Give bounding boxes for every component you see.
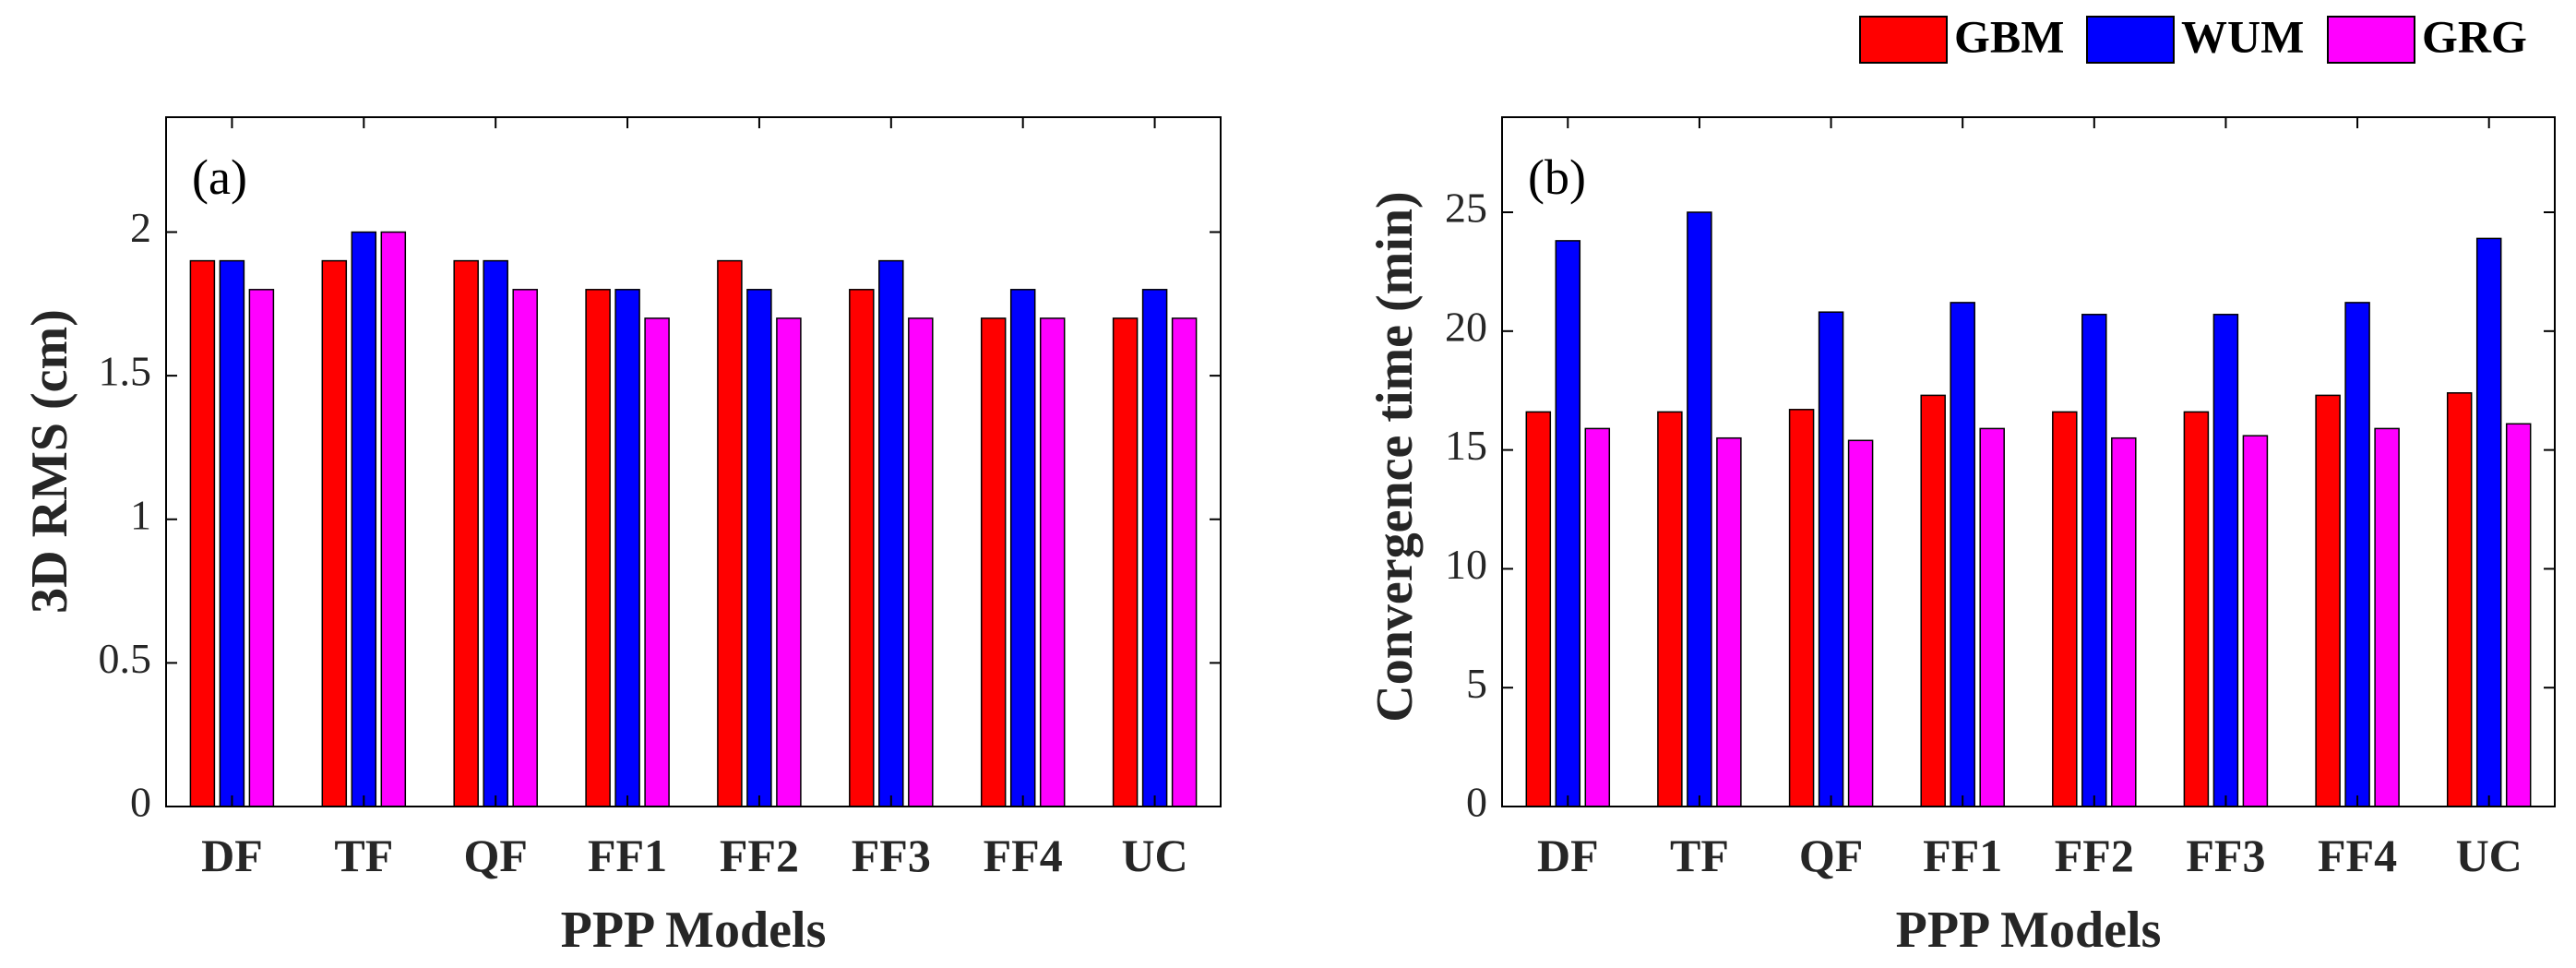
bar-gbm-uc	[2446, 392, 2473, 807]
bar-grg-df	[1584, 427, 1611, 807]
y-tick-label: 1.5	[99, 348, 152, 395]
legend-label-wum: WUM	[2181, 10, 2304, 62]
bar-grg-ff2	[776, 317, 802, 807]
bar-wum-qf	[1818, 311, 1844, 807]
legend-swatch-wum	[2086, 16, 2175, 64]
y-axis-label: Convergence time (min)	[1366, 191, 1424, 722]
legend-swatch-gbm	[1859, 16, 1948, 64]
x-tick-label: QF	[463, 830, 527, 881]
bar-gbm-qf	[1788, 409, 1815, 807]
plot-frame	[1501, 116, 2556, 807]
x-tick-label: DF	[201, 830, 263, 881]
bar-grg-ff1	[1979, 427, 2005, 807]
bar-wum-ff3	[2212, 314, 2239, 807]
bar-gbm-ff4	[980, 317, 1007, 807]
y-tick-label: 20	[1445, 303, 1487, 350]
x-tick-label: TF	[1670, 830, 1729, 881]
bar-gbm-ff1	[1920, 394, 1946, 807]
x-axis-label: PPP Models	[1896, 902, 2162, 959]
plot-frame	[165, 116, 1222, 807]
legend-swatch-grg	[2327, 16, 2415, 64]
bar-wum-df	[219, 259, 245, 807]
bar-grg-qf	[512, 289, 538, 807]
bar-gbm-ff3	[2183, 411, 2210, 807]
x-tick-label: FF4	[984, 830, 1063, 881]
bar-grg-tf	[1716, 436, 1742, 807]
chart-panel-a: 0 0.5 1 1.5 2 DF TF QF FF1 FF2 FF3 FF4 UC PPP Models 3…	[21, 116, 1222, 959]
bar-grg-ff1	[644, 317, 670, 807]
bar-grg-uc	[2505, 423, 2532, 807]
bar-grg-df	[248, 289, 275, 807]
bar-wum-ff1	[1950, 302, 1975, 807]
bar-gbm-ff2	[717, 259, 743, 807]
bar-grg-ff4	[2374, 427, 2400, 807]
panel-label: (b)	[1528, 149, 1586, 205]
bar-gbm-ff2	[2052, 411, 2078, 807]
bar-gbm-qf	[453, 259, 479, 807]
bar-grg-tf	[380, 231, 407, 807]
bar-wum-ff4	[2344, 302, 2370, 807]
bar-grg-uc	[1171, 317, 1198, 807]
x-tick-label: TF	[334, 830, 393, 881]
legend: GBM WUM GRG	[1859, 10, 2527, 64]
bar-grg-ff3	[908, 317, 934, 807]
bar-gbm-ff1	[585, 289, 611, 807]
bar-grg-ff4	[1039, 317, 1066, 807]
bar-wum-tf	[1687, 211, 1712, 807]
y-tick-label: 2	[130, 204, 151, 251]
x-tick-label: FF1	[588, 830, 667, 881]
y-tick-label: 25	[1445, 185, 1487, 232]
bar-wum-ff3	[878, 259, 904, 807]
bar-wum-ff2	[2081, 314, 2107, 807]
bar-gbm-df	[189, 259, 216, 807]
x-tick-label: DF	[1537, 830, 1599, 881]
y-tick-label: 0.5	[99, 635, 152, 682]
panel-label: (a)	[192, 149, 247, 205]
bar-grg-ff3	[2242, 435, 2269, 807]
x-tick-label: FF3	[852, 830, 931, 881]
y-tick-label: 0	[130, 779, 151, 826]
bar-wum-ff4	[1009, 289, 1036, 807]
y-tick-label: 0	[1466, 779, 1487, 826]
x-tick-label: UC	[1121, 830, 1187, 881]
bar-wum-tf	[351, 231, 377, 807]
x-tick-label: FF4	[2318, 830, 2397, 881]
bar-wum-df	[1555, 240, 1581, 807]
bar-gbm-ff4	[2315, 394, 2341, 807]
y-tick-label: 15	[1445, 422, 1487, 469]
y-tick-label: 1	[130, 491, 151, 538]
bar-gbm-tf	[321, 259, 348, 807]
x-tick-label: FF2	[2055, 830, 2134, 881]
bar-gbm-ff3	[849, 289, 875, 807]
x-tick-label: FF1	[1923, 830, 2002, 881]
legend-label-gbm: GBM	[1954, 10, 2064, 62]
x-tick-label: FF3	[2186, 830, 2265, 881]
bar-wum-ff1	[614, 289, 640, 807]
bar-gbm-df	[1525, 411, 1552, 807]
x-tick-label: FF2	[720, 830, 799, 881]
bar-grg-qf	[1847, 439, 1874, 807]
x-tick-label: QF	[1799, 830, 1863, 881]
bar-gbm-tf	[1657, 411, 1683, 807]
y-axis-label: 3D RMS (cm)	[21, 309, 78, 614]
bar-grg-ff2	[2111, 436, 2137, 807]
chart-panel-b: 0 5 10 15 20 25 DF TF QF FF1 FF2 FF3 FF4 UC PPP Models…	[1366, 116, 2556, 959]
y-tick-label: 5	[1466, 660, 1487, 707]
bar-wum-uc	[1141, 289, 1168, 807]
legend-label-grg: GRG	[2422, 10, 2527, 62]
bar-wum-uc	[2475, 237, 2502, 807]
bar-gbm-uc	[1112, 317, 1139, 807]
x-axis-label: PPP Models	[561, 902, 827, 959]
bar-wum-ff2	[746, 289, 772, 807]
x-tick-label: UC	[2456, 830, 2522, 881]
bar-wum-qf	[483, 259, 508, 807]
y-tick-label: 10	[1445, 541, 1487, 588]
